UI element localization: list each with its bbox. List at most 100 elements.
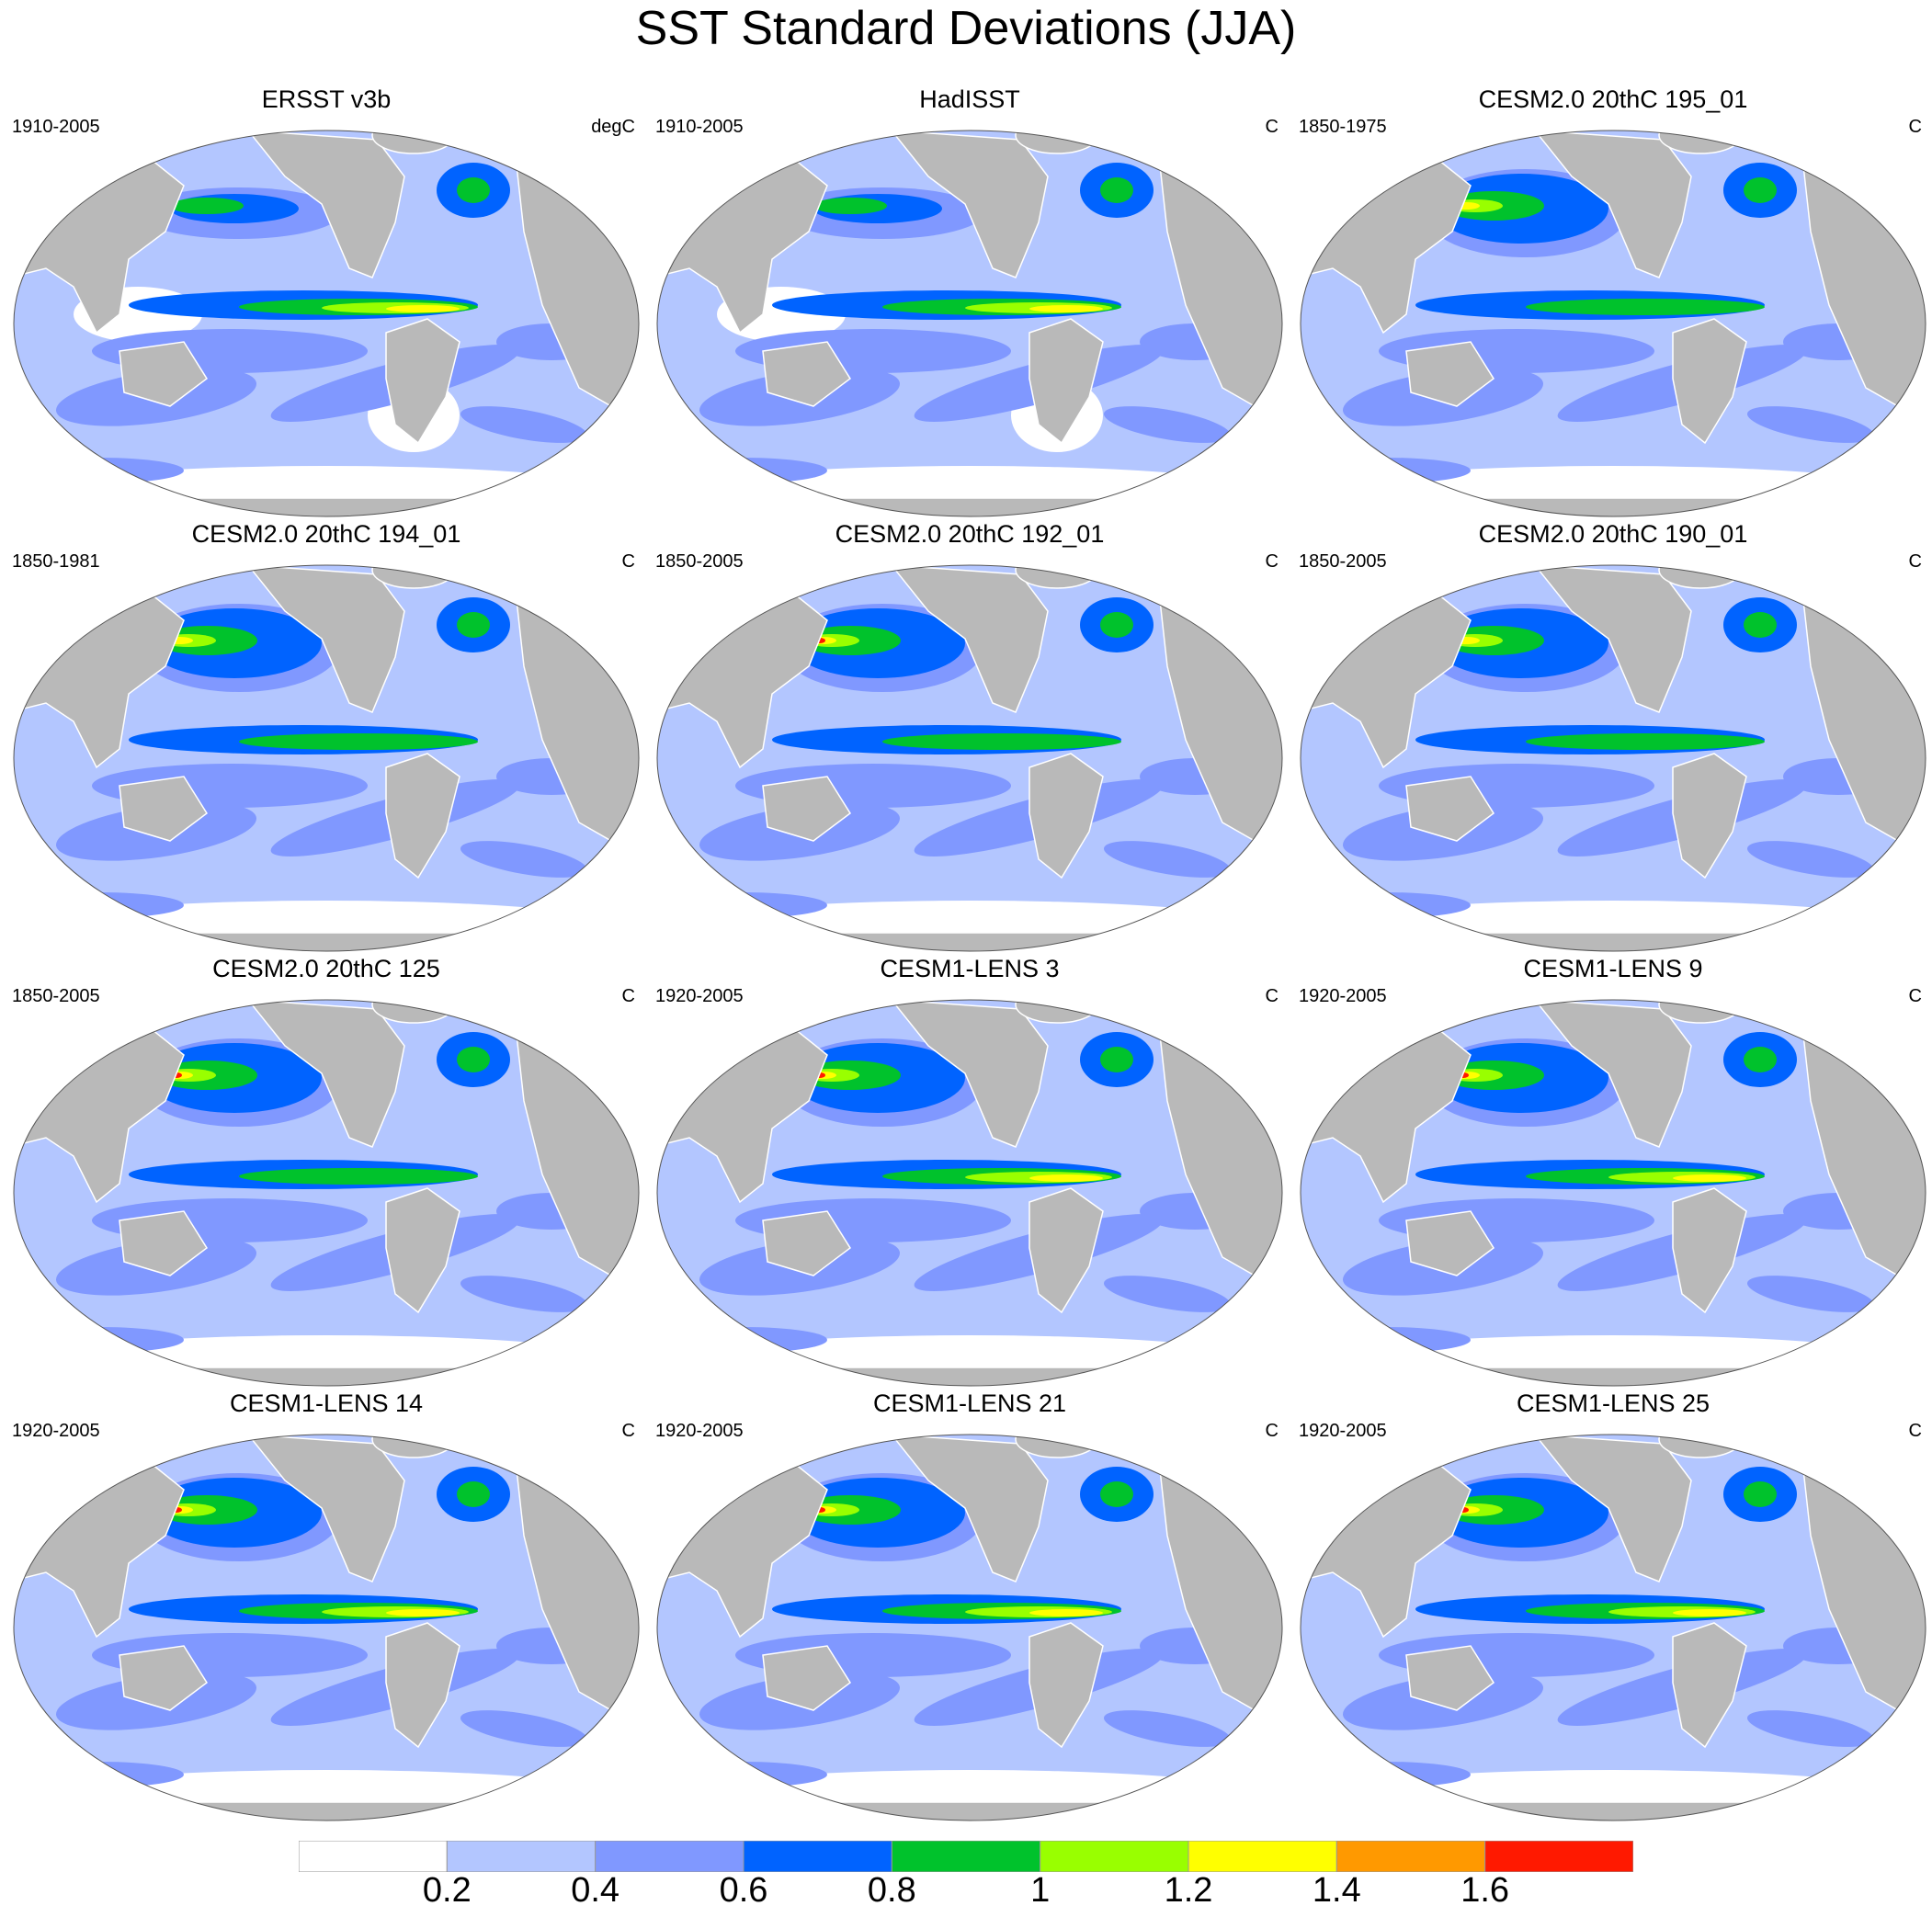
panel-unit: C: [621, 551, 635, 572]
australia-land: [1405, 1645, 1495, 1711]
greenland-land: [1658, 1000, 1743, 1024]
south-america-land: [385, 1622, 460, 1749]
equatorial-pacific-1.2-1.4: [1029, 1174, 1103, 1182]
sst-std-0.4-0.6: [662, 892, 827, 918]
colorbar-bin: [743, 1841, 892, 1872]
map-panel: CESM1-LENS 14 1920-2005 C: [5, 1389, 648, 1821]
panel-title: CESM2.0 20thC 125: [212, 955, 440, 982]
map-panel: CESM2.0 20thC 195_01 1850-1975 C: [1291, 85, 1932, 517]
greenland-land: [371, 130, 456, 154]
map-panel: CESM1-LENS 21 1920-2005 C: [648, 1389, 1291, 1821]
sst-std-0.4-0.6: [1747, 1276, 1874, 1312]
panel-title: CESM2.0 20thC 194_01: [191, 520, 461, 548]
north-america-land: [246, 565, 405, 713]
panel-unit: C: [1265, 1421, 1279, 1441]
map-panel: CESM2.0 20thC 125 1850-2005 C: [5, 954, 648, 1387]
map-outline: [1300, 999, 1926, 1387]
robinson-map: [1300, 1434, 1926, 1821]
sst-std-0.4-0.6: [18, 892, 184, 918]
robinson-map: [1300, 564, 1926, 952]
panel-title: ERSST v3b: [261, 85, 392, 113]
south-america-land: [385, 318, 460, 445]
sst-std-0.4-0.6: [1104, 1276, 1231, 1312]
north-atlantic-0.8-1.0: [1744, 1047, 1777, 1072]
south-america-land: [1029, 1622, 1104, 1749]
panel-unit: C: [1265, 551, 1279, 572]
sst-std-0.4-0.6: [1305, 458, 1471, 483]
panel-title: CESM2.0 20thC 192_01: [835, 520, 1105, 548]
sst-std-0.4-0.6: [1104, 841, 1231, 878]
sst-std-0.4-0.6: [1104, 406, 1231, 443]
panel-unit: C: [621, 1421, 635, 1441]
colorbar-tick-label: 0.4: [571, 1871, 620, 1910]
equatorial-pacific-1.2-1.4: [1673, 1174, 1746, 1182]
panel-period: 1920-2005: [12, 1421, 100, 1441]
map-panel: ERSST v3b 1910-2005 degC: [5, 85, 648, 517]
equatorial-pacific-0.8-1.0: [239, 1168, 478, 1185]
australia-land: [762, 776, 852, 842]
north-atlantic-0.8-1.0: [1100, 612, 1133, 638]
greenland-land: [1015, 1000, 1099, 1024]
figure-title: SST Standard Deviations (JJA): [635, 2, 1297, 55]
panel-unit: C: [1265, 986, 1279, 1006]
equatorial-pacific-1.2-1.4: [1673, 1609, 1746, 1616]
panel-period: 1850-1981: [12, 551, 100, 572]
south-america-land: [1672, 1622, 1747, 1749]
colorbar-tick-label: 1.6: [1460, 1871, 1510, 1910]
panel-unit: C: [1908, 551, 1922, 572]
sst-std-0.4-0.6: [18, 1762, 184, 1787]
greenland-land: [1658, 565, 1743, 589]
north-america-land: [1533, 565, 1692, 713]
equatorial-pacific-0.8-1.0: [1526, 299, 1765, 315]
north-america-land: [890, 565, 1049, 713]
panel-period: 1850-1975: [1299, 117, 1387, 137]
greenland-land: [371, 565, 456, 589]
equatorial-pacific-0.8-1.0: [882, 733, 1121, 750]
australia-land: [1405, 776, 1495, 842]
panel-unit: degC: [591, 117, 635, 137]
panel-period: 1920-2005: [655, 986, 744, 1006]
south-america-land: [1672, 1187, 1747, 1314]
map-outline: [13, 999, 640, 1387]
map-outline: [13, 1434, 640, 1821]
robinson-map: [13, 564, 640, 952]
panel-period: 1850-2005: [1299, 551, 1387, 572]
north-atlantic-0.8-1.0: [1744, 177, 1777, 203]
south-america-land: [1029, 1187, 1104, 1314]
sst-std-0.4-0.6: [460, 1710, 587, 1747]
colorbar-bin: [299, 1841, 448, 1872]
australia-land: [119, 341, 209, 407]
south-america-land: [1672, 318, 1747, 445]
north-america-land: [1533, 1435, 1692, 1582]
sst-std-0.4-0.6: [1305, 892, 1471, 918]
north-america-land: [1533, 130, 1692, 278]
map-panel: CESM1-LENS 9 1920-2005 C: [1291, 954, 1932, 1387]
sst-std-0.4-0.6: [662, 1762, 827, 1787]
australia-land: [1405, 1210, 1495, 1276]
map-panel: CESM1-LENS 25 1920-2005 C: [1291, 1389, 1932, 1821]
panel-title: CESM1-LENS 3: [880, 955, 1060, 982]
panel-period: 1920-2005: [1299, 986, 1387, 1006]
panel-period: 1850-2005: [655, 551, 744, 572]
panel-period: 1910-2005: [12, 117, 100, 137]
robinson-map: [656, 130, 1283, 517]
colorbar-bin: [1188, 1841, 1337, 1872]
australia-land: [762, 341, 852, 407]
equatorial-pacific-1.2-1.4: [386, 305, 460, 312]
north-pacific-0.8-1.0: [813, 198, 887, 214]
map-panel: CESM1-LENS 3 1920-2005 C: [648, 954, 1291, 1387]
sst-std-0.4-0.6: [1747, 841, 1874, 878]
australia-land: [1405, 341, 1495, 407]
map-panel: CESM2.0 20thC 192_01 1850-2005 C: [648, 519, 1291, 952]
sst-std-0.4-0.6: [18, 458, 184, 483]
australia-land: [762, 1210, 852, 1276]
sst-std-0.4-0.6: [662, 1327, 827, 1353]
south-america-land: [1672, 753, 1747, 879]
sst-std-0.4-0.6: [1104, 1710, 1231, 1747]
colorbar-tick-label: 0.8: [867, 1871, 916, 1910]
sst-std-0.4-0.6: [1747, 1710, 1874, 1747]
colorbar-bin: [891, 1841, 1041, 1872]
panel-title: CESM2.0 20thC 195_01: [1478, 85, 1748, 113]
panel-unit: C: [1908, 117, 1922, 137]
sst-std-0.4-0.6: [18, 1327, 184, 1353]
